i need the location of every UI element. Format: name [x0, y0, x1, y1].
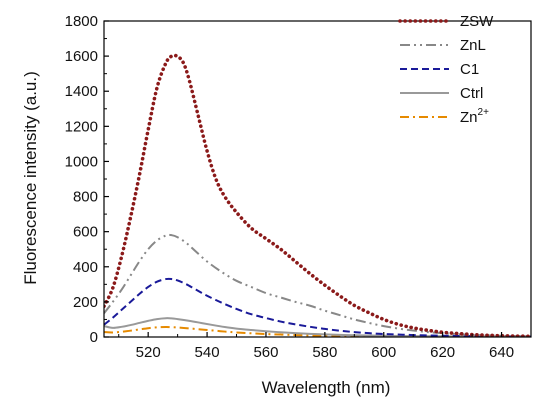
x-axis-title: Wavelength (nm) [262, 378, 391, 397]
x-tick-label: 540 [195, 344, 220, 361]
y-tick-label: 800 [73, 189, 98, 206]
y-axis-title: Fluorescence intensity (a.u.) [21, 71, 40, 285]
legend: ZSW ZnL C1 Ctrl Zn2+ [398, 13, 494, 126]
y-tick-label: 400 [73, 259, 98, 276]
y-tick-label: 1200 [65, 118, 98, 135]
x-tick-label: 620 [430, 344, 455, 361]
legend-item: ZnL [400, 37, 486, 54]
legend-item: ZSW [398, 13, 494, 30]
series-line-znl [104, 233, 531, 337]
legend-label: ZSW [460, 13, 494, 30]
y-tick-label: 1800 [65, 13, 98, 30]
x-tick-label: 600 [371, 344, 396, 361]
x-tick-label: 520 [136, 344, 161, 361]
series-line-ctrl [104, 317, 531, 337]
y-tick-label: 1400 [65, 83, 98, 100]
y-tick-label: 1600 [65, 48, 98, 65]
y-tick-label: 0 [90, 329, 98, 346]
legend-item: C1 [400, 61, 479, 78]
legend-label: Ctrl [460, 85, 483, 102]
x-tick-label: 560 [253, 344, 278, 361]
series-line-c1 [104, 277, 531, 337]
legend-label: Zn2+ [460, 107, 489, 126]
legend-item: Zn2+ [400, 107, 489, 126]
axes-layer: 0 200 400 600 800 1000 1200 1400 1600 1800 520 540 5… [65, 13, 532, 361]
x-tick-label: 640 [489, 344, 514, 361]
legend-label: C1 [460, 61, 479, 78]
y-tick-label: 200 [73, 294, 98, 311]
y-tick-label: 1000 [65, 153, 98, 170]
series-line-zn-2plus [104, 325, 531, 337]
legend-label: ZnL [460, 37, 486, 54]
x-tick-label: 580 [312, 344, 337, 361]
y-tick-label: 600 [73, 224, 98, 241]
legend-item: Ctrl [400, 85, 483, 102]
